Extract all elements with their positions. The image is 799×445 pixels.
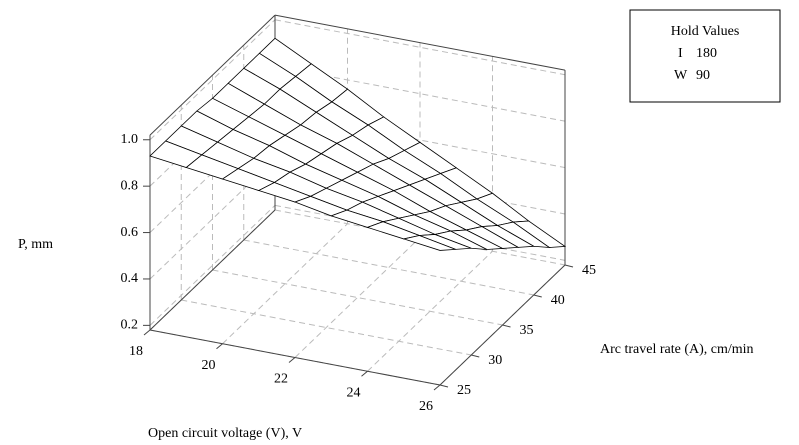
x-tick xyxy=(288,357,296,363)
box-edge xyxy=(274,14,566,71)
grid-line xyxy=(274,65,566,122)
y-tick xyxy=(439,384,449,388)
legend-value: 90 xyxy=(696,68,710,83)
grid-line xyxy=(274,158,566,215)
z-tick-label: 1.0 xyxy=(121,132,139,147)
x-axis-label: Open circuit voltage (V), V xyxy=(148,426,302,441)
z-tick-label: 0.6 xyxy=(121,225,139,240)
grid-line xyxy=(212,269,503,326)
legend-value: 180 xyxy=(696,46,717,61)
x-tick-label: 22 xyxy=(274,372,288,387)
y-tick-label: 35 xyxy=(520,323,534,338)
z-tick-label: 0.4 xyxy=(121,271,139,286)
z-axis-label: P, mm xyxy=(18,237,53,252)
box-edge xyxy=(149,209,276,331)
x-tick xyxy=(216,343,223,350)
grid-line xyxy=(274,112,566,169)
grid-line xyxy=(294,237,421,358)
grid-line xyxy=(149,204,276,326)
y-axis-label: Arc travel rate (A), cm/min xyxy=(600,342,754,357)
grid-line xyxy=(222,223,348,345)
y-tick xyxy=(533,294,542,298)
box-edge xyxy=(149,14,276,136)
grid-line xyxy=(274,19,566,76)
legend-name: W xyxy=(674,68,688,83)
y-tick xyxy=(471,354,480,358)
grid-line xyxy=(274,209,566,266)
grid-line xyxy=(367,250,493,372)
x-tick xyxy=(143,329,151,336)
y-tick-label: 25 xyxy=(457,383,471,398)
grid-line xyxy=(149,19,276,141)
grid-line xyxy=(243,239,534,296)
z-tick-label: 0.2 xyxy=(121,318,139,333)
x-tick xyxy=(361,370,368,377)
surface-cell xyxy=(402,235,456,251)
y-tick-label: 40 xyxy=(551,293,565,308)
y-tick-label: 45 xyxy=(582,263,596,278)
grid-line xyxy=(181,299,472,356)
grid-line xyxy=(274,204,566,261)
x-tick-label: 24 xyxy=(347,385,361,400)
x-tick-label: 26 xyxy=(419,399,433,414)
legend-name: I xyxy=(678,46,683,61)
y-tick xyxy=(564,264,574,268)
z-tick-label: 0.8 xyxy=(121,178,139,193)
x-tick-label: 20 xyxy=(202,358,216,373)
legend-title: Hold Values xyxy=(671,24,740,39)
y-tick-label: 30 xyxy=(488,353,502,368)
x-tick-label: 18 xyxy=(129,344,143,359)
y-tick xyxy=(502,324,511,328)
x-tick xyxy=(433,384,441,391)
legend-box xyxy=(629,9,781,103)
